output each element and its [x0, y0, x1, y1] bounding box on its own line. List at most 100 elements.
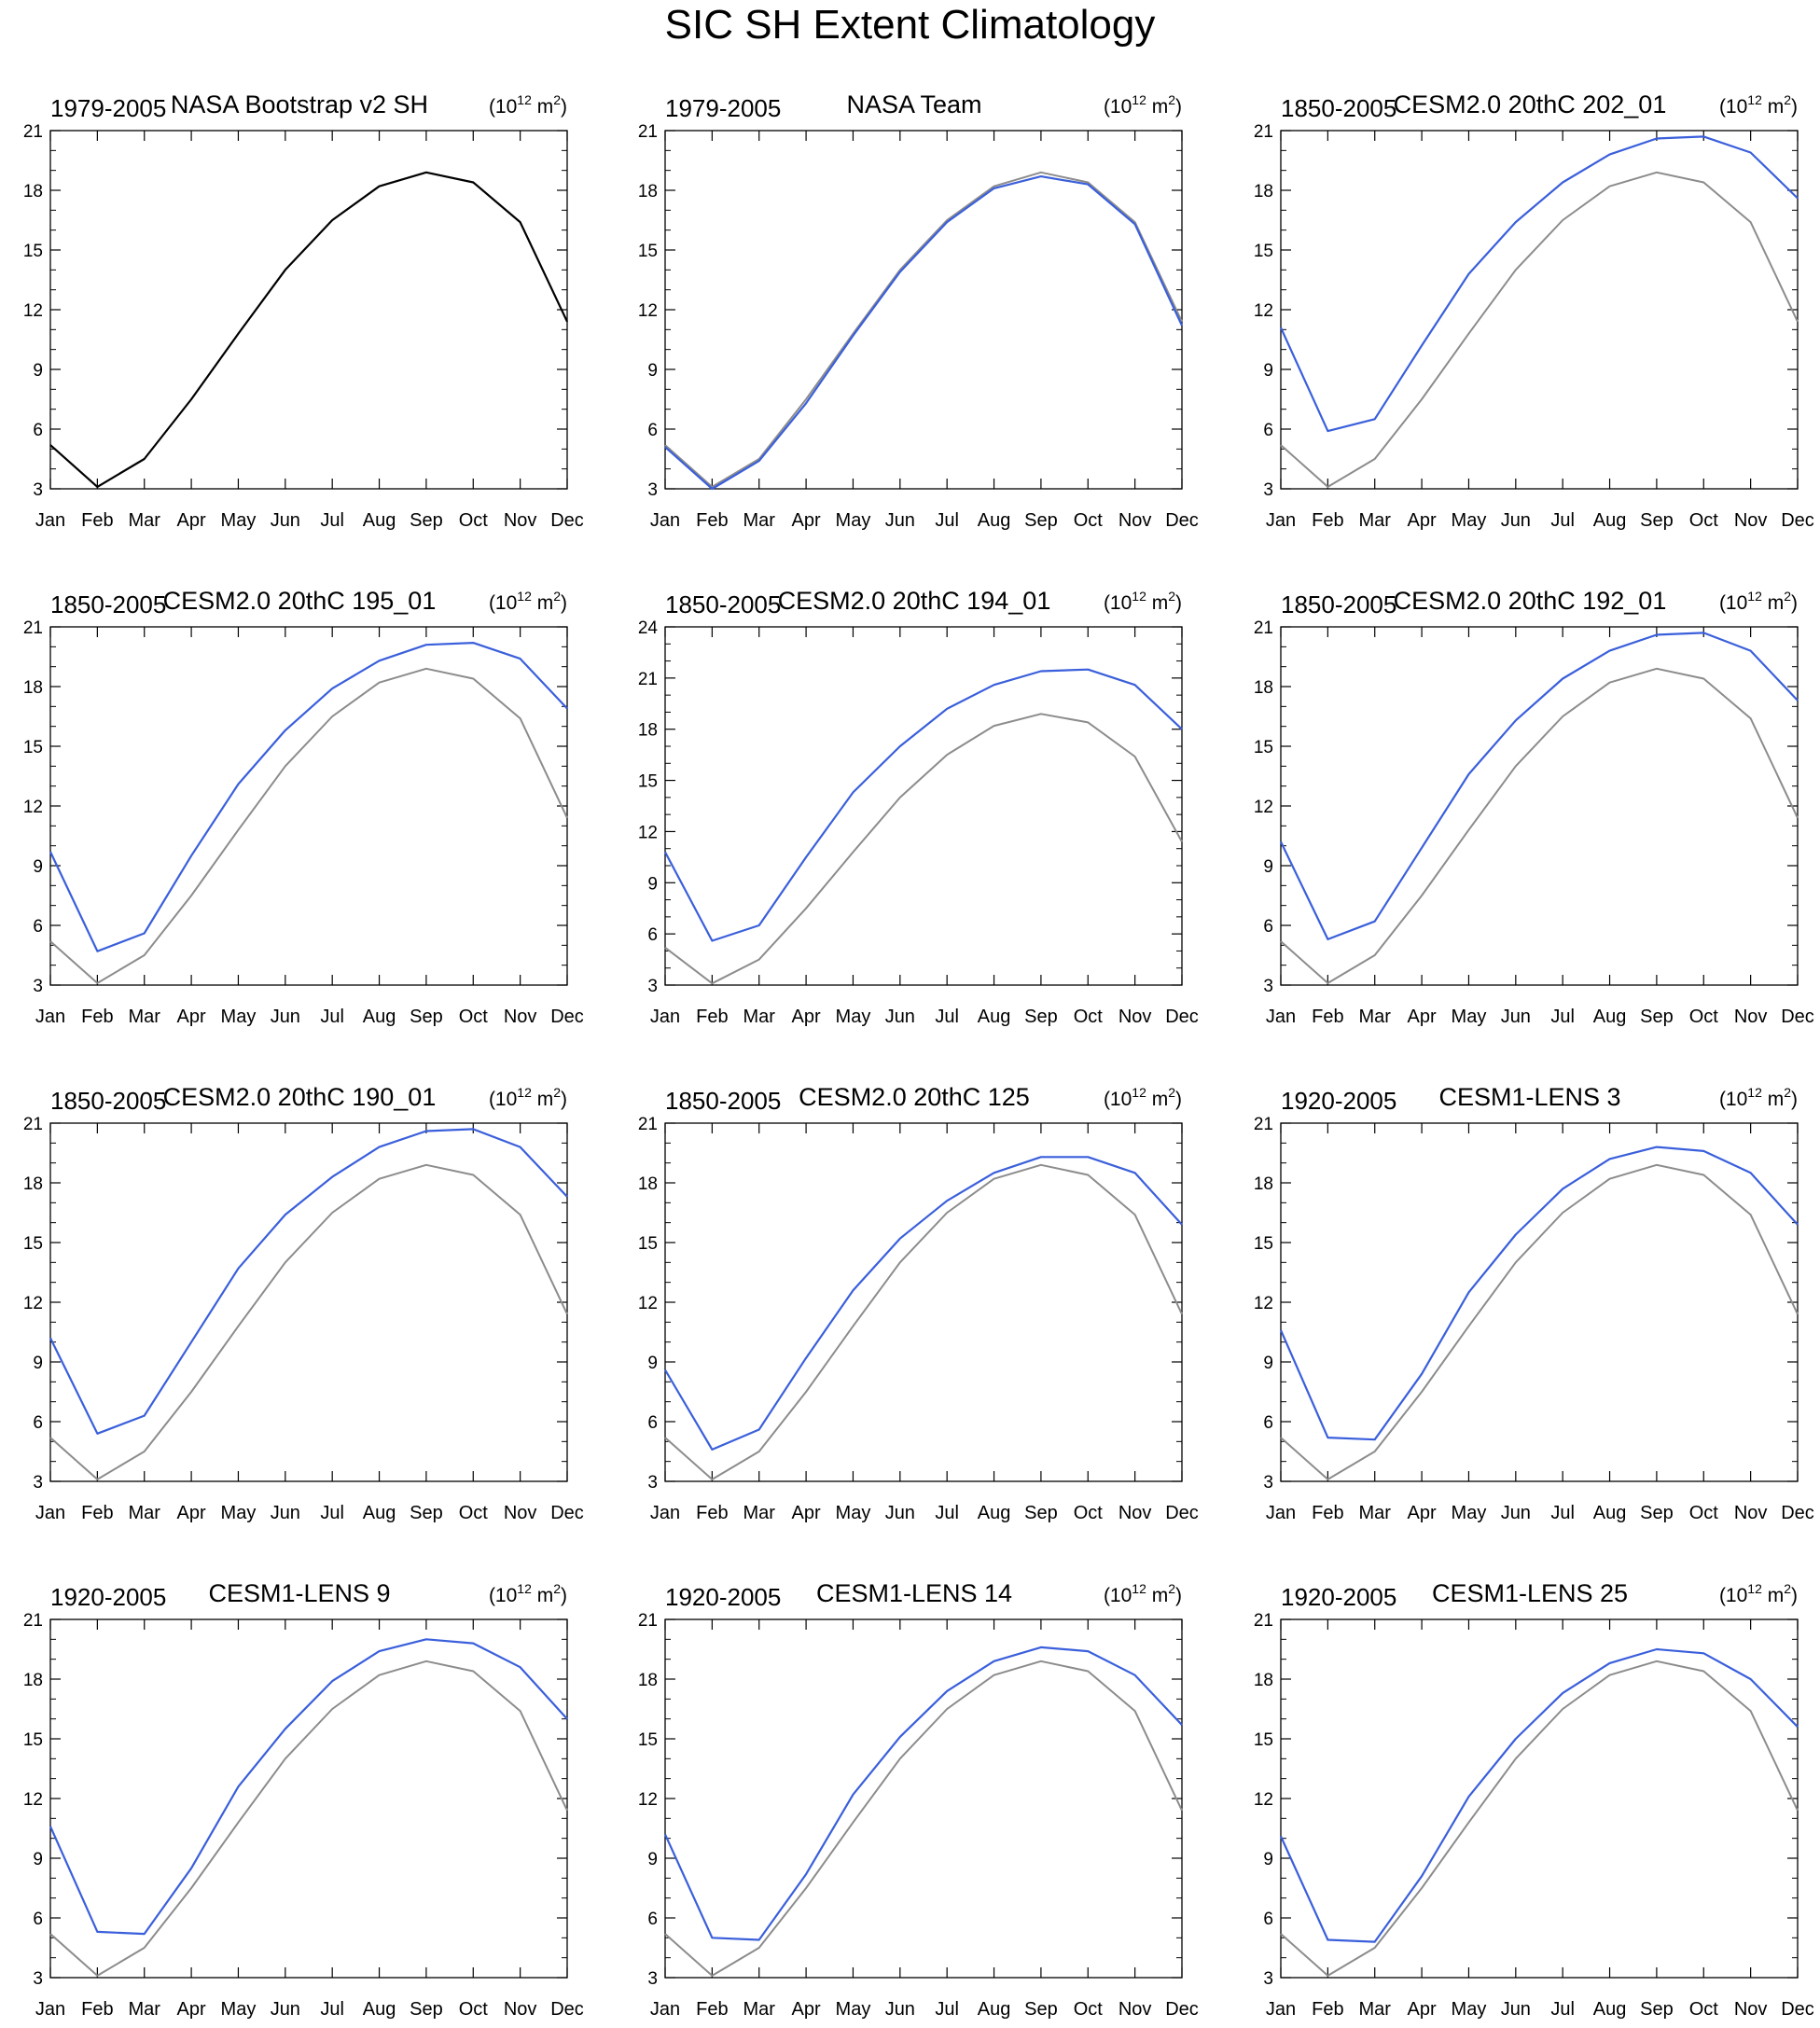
y-tick-label: 9 [33, 1354, 43, 1373]
x-tick-label: Aug [1593, 1503, 1627, 1523]
chart-panel: 3 6 9 12 15 18 21 Jan Feb Mar Apr May Jun Jul Aug Sep Oc… [23, 587, 584, 1027]
x-tick-label: Feb [696, 510, 728, 531]
x-tick-label: Jan [35, 1503, 65, 1523]
x-tick-label: Oct [459, 1503, 489, 1523]
x-tick-label: Jul [1550, 1503, 1575, 1523]
panel-title: NASA Team [846, 90, 981, 118]
y-tick-label: 21 [638, 1115, 658, 1134]
series-line-model [664, 1156, 1183, 1452]
x-tick-label: May [221, 1999, 257, 2020]
units-label: (1012 m2) [1104, 92, 1182, 118]
x-tick-label: Aug [363, 1503, 396, 1523]
x-tick-label: Jan [1266, 1999, 1296, 2020]
x-tick-label: Jul [320, 1503, 344, 1523]
panel-title: CESM1-LENS 25 [1432, 1579, 1628, 1607]
y-tick-label: 15 [638, 1730, 658, 1750]
x-tick-label: Nov [1734, 1999, 1768, 2020]
x-tick-label: Sep [1640, 1007, 1674, 1027]
y-tick-label: 18 [1254, 1174, 1273, 1194]
y-tick-label: 9 [33, 1850, 43, 1869]
panel-title: CESM2.0 20thC 192_01 [1394, 587, 1667, 615]
series-line-model [664, 668, 1183, 942]
y-tick-label: 15 [1254, 1234, 1273, 1254]
y-tick-label: 18 [23, 678, 43, 698]
y-tick-label: 12 [638, 823, 658, 842]
panel-period-label: 1850-2005 [1281, 590, 1396, 618]
x-tick-label: Apr [1408, 510, 1437, 531]
y-tick-label: 6 [1263, 1413, 1273, 1433]
x-tick-label: May [221, 1503, 257, 1523]
x-tick-label: Oct [1689, 1007, 1719, 1027]
x-tick-label: Oct [1074, 1503, 1104, 1523]
x-tick-label: Jun [1501, 1503, 1531, 1523]
y-tick-label: 9 [647, 1850, 658, 1869]
y-tick-label: 6 [647, 925, 658, 945]
x-tick-label: Nov [1118, 510, 1152, 531]
x-tick-label: Oct [459, 1007, 489, 1027]
y-tick-label: 9 [1263, 1850, 1273, 1869]
x-tick-label: Sep [410, 1999, 443, 2020]
x-tick-label: Oct [1689, 510, 1719, 531]
x-tick-label: May [1452, 1999, 1487, 2020]
y-tick-label: 15 [638, 242, 658, 261]
plot-frame [1280, 130, 1799, 490]
x-tick-label: Jul [1550, 510, 1575, 531]
plot-frame [664, 130, 1183, 490]
x-tick-label: Jan [1266, 1503, 1296, 1523]
x-tick-label: Apr [1408, 1503, 1437, 1523]
x-tick-label: Feb [696, 1007, 728, 1027]
series-line-model [1280, 632, 1799, 941]
series-line-model [1279, 1146, 1799, 1441]
series-line-model [49, 641, 568, 952]
x-tick-label: Nov [504, 1007, 537, 1027]
y-tick-label: 18 [23, 182, 43, 201]
x-tick-label: Dec [1781, 510, 1814, 531]
y-tick-label: 15 [23, 1234, 43, 1254]
panel-period-label: 1850-2005 [50, 1087, 166, 1115]
x-tick-label: Sep [1024, 1999, 1058, 2020]
x-tick-label: May [221, 510, 257, 531]
x-tick-label: Jul [1550, 1999, 1575, 2020]
plot-frame [49, 1122, 568, 1482]
y-tick-label: 12 [1254, 1294, 1273, 1313]
x-tick-label: Nov [504, 1503, 537, 1523]
y-tick-label: 6 [647, 421, 658, 440]
panel-period-label: 1850-2005 [50, 590, 166, 618]
series-line-single [49, 171, 568, 489]
x-tick-label: Feb [81, 1007, 113, 1027]
chart-panel: 3 6 9 12 15 18 21 24 Jan Feb Mar Apr May Jun Jul Aug Sep… [638, 587, 1199, 1027]
x-tick-label: Apr [792, 1503, 821, 1523]
x-tick-label: May [836, 1999, 871, 2020]
series-line-reference [1280, 1163, 1799, 1480]
x-tick-label: Jun [271, 1999, 300, 2020]
x-tick-label: Sep [1640, 510, 1674, 531]
y-tick-label: 12 [23, 798, 43, 817]
y-tick-label: 21 [23, 618, 43, 638]
panel-title: CESM1-LENS 9 [208, 1579, 390, 1607]
y-tick-label: 18 [638, 1174, 658, 1194]
x-tick-label: Jun [1501, 1999, 1531, 2020]
x-tick-label: Nov [504, 510, 537, 531]
x-tick-label: Jun [885, 1999, 915, 2020]
x-tick-label: Aug [1593, 1007, 1627, 1027]
x-tick-label: May [836, 1007, 871, 1027]
x-tick-label: Sep [1024, 1503, 1058, 1523]
x-tick-label: Mar [1359, 1999, 1392, 2020]
x-tick-label: Mar [129, 510, 161, 531]
x-tick-label: Apr [177, 1007, 206, 1027]
y-tick-label: 6 [1263, 421, 1273, 440]
y-tick-label: 21 [23, 122, 43, 142]
x-tick-label: Mar [743, 510, 776, 531]
x-tick-label: Sep [1024, 510, 1058, 531]
x-tick-label: Nov [1734, 510, 1768, 531]
x-tick-label: Dec [1165, 1999, 1199, 2020]
x-tick-label: Mar [1359, 1503, 1392, 1523]
y-tick-label: 18 [23, 1671, 43, 1690]
x-tick-label: Feb [81, 1999, 113, 2020]
series-line-model [49, 1128, 568, 1435]
units-label: (1012 m2) [1719, 589, 1798, 614]
y-tick-label: 15 [638, 772, 658, 792]
x-tick-label: Dec [550, 1503, 584, 1523]
x-tick-label: Apr [792, 1999, 821, 2020]
